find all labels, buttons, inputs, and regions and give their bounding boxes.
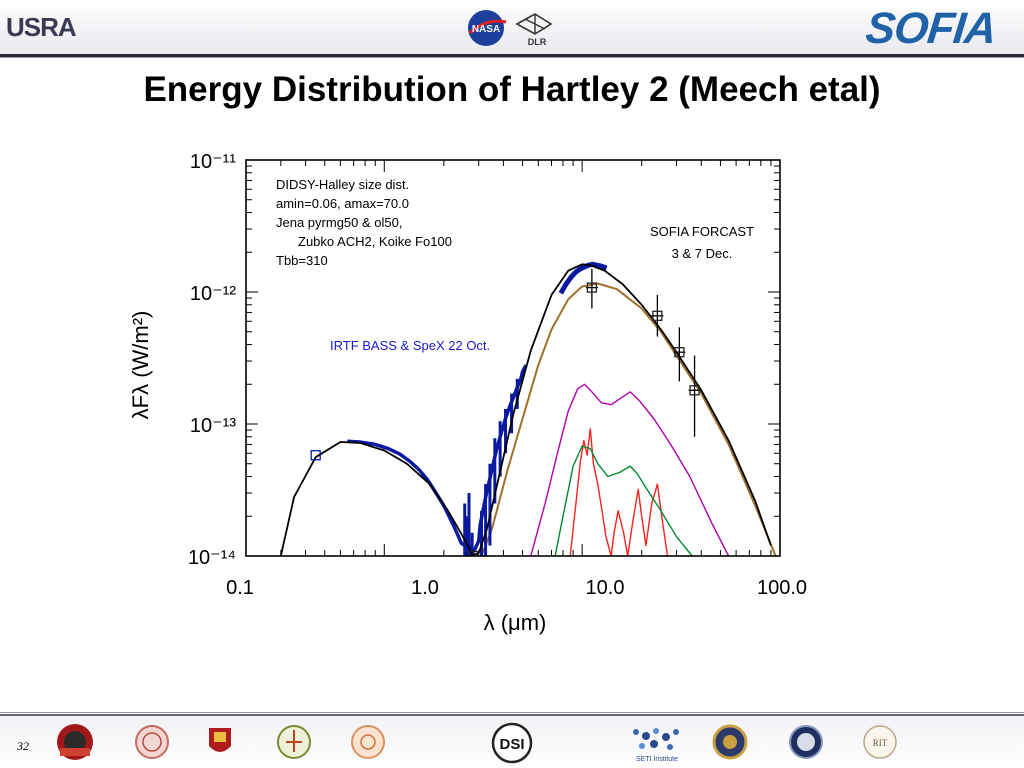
seal-4-icon xyxy=(351,725,385,759)
footer-divider-light xyxy=(0,712,1024,713)
footer-divider xyxy=(0,714,1024,716)
model-annotation-line-3: Jena pyrmg50 & ol50, xyxy=(276,215,402,230)
plot-frame xyxy=(245,159,781,557)
rit-text: RIT xyxy=(873,738,888,748)
seal-3-icon xyxy=(277,725,311,759)
y-tick-label-1: 10⁻¹³ xyxy=(190,415,236,437)
model-annotation-line-2: amin=0.06, amax=70.0 xyxy=(276,196,409,211)
forsterite-series-line xyxy=(569,428,669,556)
model-annotation-line-4: Zubko ACH2, Koike Fo100 xyxy=(298,234,452,249)
square-data-point-5 xyxy=(689,385,700,396)
y-tick-label-3: 10⁻¹¹ xyxy=(190,151,236,173)
nasa-text: NASA xyxy=(472,24,500,35)
sofia-annotation-line-1: SOFIA FORCAST xyxy=(650,224,754,239)
header-divider-light xyxy=(0,57,1024,58)
dsi-logo-icon: DSI xyxy=(491,722,533,764)
rit-logo-icon: RIT xyxy=(863,725,897,759)
y-tick-label-0: 10⁻¹⁴ xyxy=(188,547,236,569)
x-tick-label-2: 10.0 xyxy=(586,577,625,599)
dlr-text: DLR xyxy=(528,37,547,47)
seal-5-icon xyxy=(712,724,748,760)
header-divider xyxy=(0,54,1024,57)
dlr-logo-icon: DLR xyxy=(515,13,553,47)
page-number: 32 xyxy=(17,739,29,753)
pyroxene-series-line xyxy=(530,383,730,556)
square-data-point-0 xyxy=(310,450,321,461)
y-tick-label-2: 10⁻¹² xyxy=(190,283,236,305)
model-annotation-line-1: DIDSY-Halley size dist. xyxy=(276,177,409,192)
square-data-point-2 xyxy=(586,282,598,293)
square-data-point-1 xyxy=(467,550,478,556)
x-tick-label-0: 0.1 xyxy=(226,577,254,599)
dsi-text: DSI xyxy=(499,736,524,753)
seal-1-icon xyxy=(135,725,169,759)
seal-2-icon xyxy=(209,728,231,752)
sofia-annotation-line-2: 3 & 7 Dec. xyxy=(672,246,733,261)
thermal_model-series-line xyxy=(480,282,777,556)
sed-chart: 0.1 1.0 10.0 100.0 10⁻¹⁴ 10⁻¹³ 10⁻¹² 10⁻¹¹ DIDS… xyxy=(128,151,807,635)
square-data-point-4 xyxy=(674,347,685,358)
seti-institute-logo-icon: SETI Institute xyxy=(633,728,679,763)
seti-text: SETI Institute xyxy=(636,756,678,763)
olivine-series-line xyxy=(554,445,693,556)
nasa-logo-icon: NASA xyxy=(468,10,507,46)
square-data-point-3 xyxy=(652,310,663,321)
total-model-series-line xyxy=(279,263,772,556)
header-bar xyxy=(0,0,1024,54)
irtf-annotation: IRTF BASS & SpeX 22 Oct. xyxy=(330,338,490,353)
seal-6-icon xyxy=(789,725,823,759)
model-annotation-line-5: Tbb=310 xyxy=(276,253,328,268)
y-axis-label: λFλ (W/m²) xyxy=(128,311,153,420)
x-tick-label-3: 100.0 xyxy=(757,577,807,599)
usra-logo: USRA xyxy=(6,12,77,42)
x-tick-label-1: 1.0 xyxy=(411,577,439,599)
irtf-hump-line xyxy=(558,261,608,295)
x-axis-label: λ (μm) xyxy=(484,610,547,635)
lowell-logo-icon xyxy=(57,724,93,760)
slide-title: Energy Distribution of Hartley 2 (Meech … xyxy=(143,70,881,109)
